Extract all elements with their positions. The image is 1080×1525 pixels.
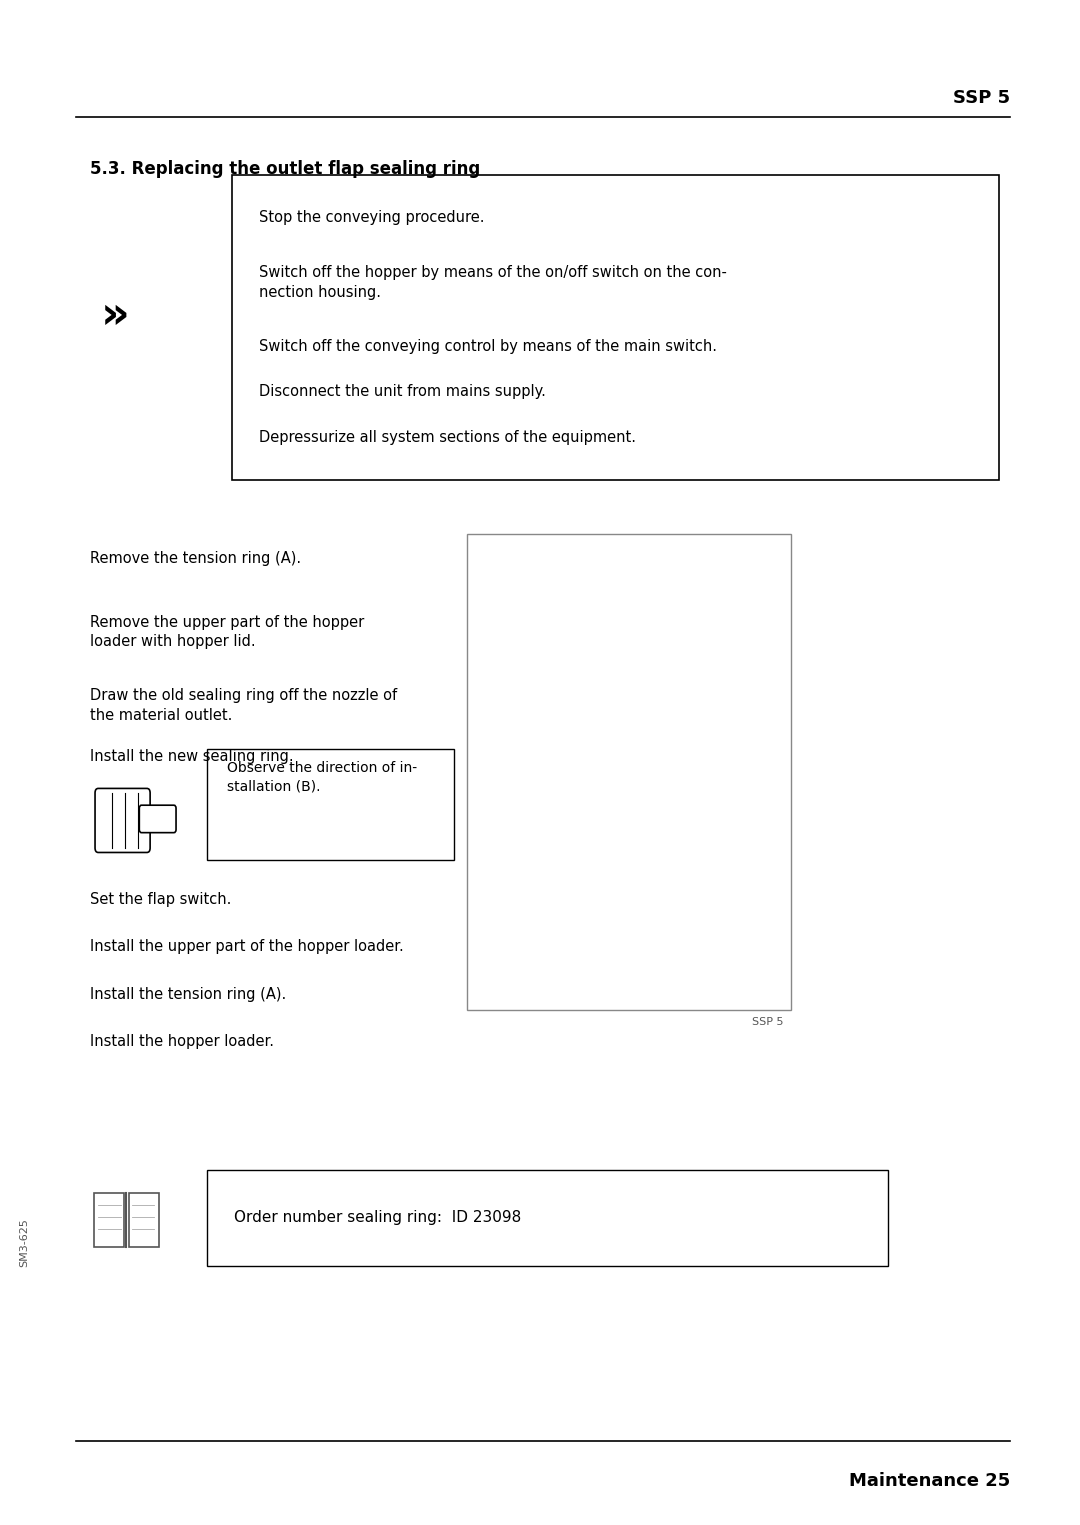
Text: Observe the direction of in-
stallation (B).: Observe the direction of in- stallation … [227, 761, 417, 793]
Bar [94, 1193, 124, 1247]
Text: Remove the upper part of the hopper
loader with hopper lid.: Remove the upper part of the hopper load… [90, 615, 364, 650]
Text: SSP 5: SSP 5 [752, 1017, 783, 1028]
Text: Switch off the conveying control by means of the main switch.: Switch off the conveying control by mean… [259, 339, 717, 354]
Text: Set the flap switch.: Set the flap switch. [90, 892, 231, 907]
Text: Disconnect the unit from mains supply.: Disconnect the unit from mains supply. [259, 384, 546, 400]
FancyBboxPatch shape [139, 805, 176, 833]
Text: Remove the tension ring (A).: Remove the tension ring (A). [90, 551, 300, 566]
Bar [129, 1193, 159, 1247]
Bar [232, 175, 999, 480]
Text: Install the upper part of the hopper loader.: Install the upper part of the hopper loa… [90, 939, 404, 955]
Text: Install the tension ring (A).: Install the tension ring (A). [90, 987, 286, 1002]
Text: Switch off the hopper by means of the on/off switch on the con-
nection housing.: Switch off the hopper by means of the on… [259, 265, 727, 300]
Text: »: » [102, 294, 130, 337]
Text: SSP 5: SSP 5 [953, 88, 1010, 107]
Text: 5.3. Replacing the outlet flap sealing ring: 5.3. Replacing the outlet flap sealing r… [90, 160, 480, 178]
Text: Maintenance 25: Maintenance 25 [849, 1472, 1010, 1490]
Text: SM3-625: SM3-625 [18, 1218, 29, 1267]
Text: Depressurize all system sections of the equipment.: Depressurize all system sections of the … [259, 430, 636, 445]
Text: Draw the old sealing ring off the nozzle of
the material outlet.: Draw the old sealing ring off the nozzle… [90, 688, 396, 723]
Text: Order number sealing ring:  ID 23098: Order number sealing ring: ID 23098 [234, 1211, 522, 1225]
FancyBboxPatch shape [95, 788, 150, 852]
Bar [207, 1170, 888, 1266]
Text: Install the hopper loader.: Install the hopper loader. [90, 1034, 273, 1049]
Text: Install the new sealing ring.: Install the new sealing ring. [90, 749, 294, 764]
Bar [207, 749, 454, 860]
Bar [467, 534, 791, 1010]
Text: Stop the conveying procedure.: Stop the conveying procedure. [259, 210, 485, 226]
